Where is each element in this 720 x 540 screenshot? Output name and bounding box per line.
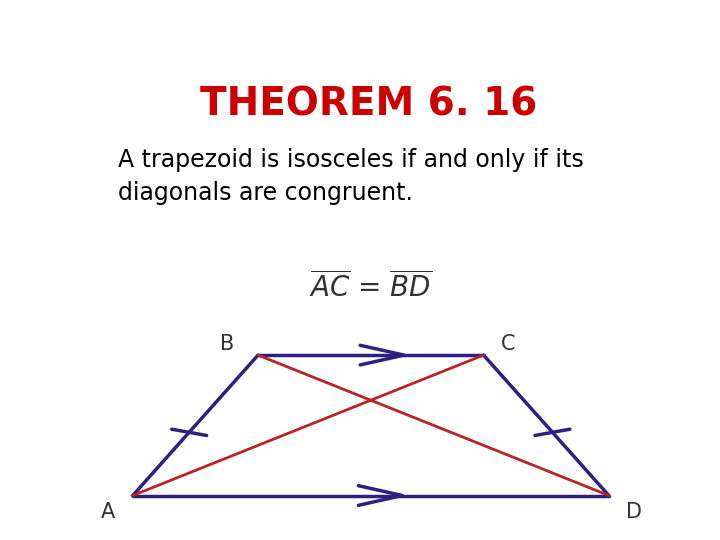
Text: $\overline{AC}$ = $\overline{BD}$: $\overline{AC}$ = $\overline{BD}$ <box>309 271 433 303</box>
Text: C: C <box>501 334 516 354</box>
Text: D: D <box>626 502 642 522</box>
Text: B: B <box>220 334 234 354</box>
Text: A trapezoid is isosceles if and only if its
diagonals are congruent.: A trapezoid is isosceles if and only if … <box>118 148 584 205</box>
Text: A: A <box>101 502 114 522</box>
Text: THEOREM 6. 16: THEOREM 6. 16 <box>200 85 538 124</box>
